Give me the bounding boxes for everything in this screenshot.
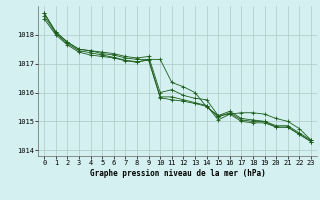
X-axis label: Graphe pression niveau de la mer (hPa): Graphe pression niveau de la mer (hPa) — [90, 169, 266, 178]
